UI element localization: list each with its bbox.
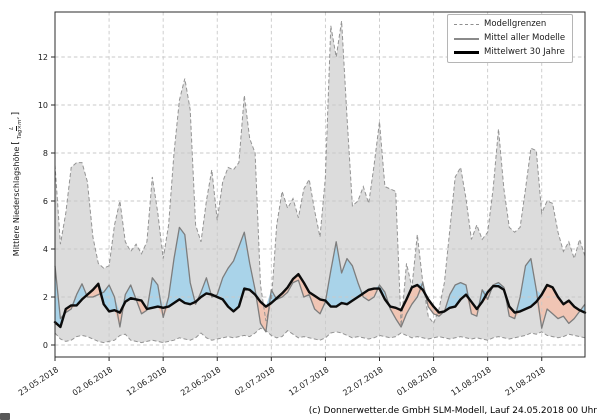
model-upper-bound-line	[54, 20, 586, 326]
legend-box: Modellgrenzen Mittel aller Modelle Mitte…	[447, 14, 574, 63]
legend-label: Modellgrenzen	[484, 19, 547, 30]
x-tick-label: 02.06.2018	[71, 365, 114, 397]
x-tick-label: 21.08.2018	[504, 365, 547, 397]
x-tick-label: 12.07.2018	[287, 365, 330, 397]
x-tick-label: 23.05.2018	[17, 365, 60, 397]
x-tick-label: 22.06.2018	[179, 365, 222, 397]
model-mean-line	[54, 226, 586, 333]
y-axis-unit-numerator: L	[9, 125, 17, 131]
y-tick-label: 4	[43, 245, 48, 254]
y-axis-unit-denominator: Tag×m²	[16, 117, 23, 140]
y-axis-unit-bracket-open: [	[11, 141, 21, 145]
y-tick-label: 6	[43, 197, 48, 206]
gray-line-sample-icon	[454, 37, 479, 40]
climate-mean-line	[53, 273, 587, 329]
x-tick-label: 22.07.2018	[341, 365, 384, 397]
copyright-caption: (c) Donnerwetter.de GmbH SLM-Modell, Lau…	[308, 406, 597, 416]
y-axis-label: Mittlere Niederschlagshöhe [ L Tag×m² ]	[7, 54, 25, 314]
above-normal-fill	[55, 227, 585, 327]
y-axis-unit-bracket-close: ]	[11, 111, 21, 116]
y-tick-label: 0	[43, 341, 48, 350]
black-line-sample-icon	[454, 51, 479, 54]
x-tick-label: 02.07.2018	[233, 365, 276, 397]
legend-item-modellgrenzen: Modellgrenzen	[454, 19, 565, 30]
cutoff-text-artifact	[0, 413, 10, 420]
y-tick-label: 8	[43, 149, 48, 158]
plot-frame	[54, 11, 586, 358]
legend-item-mittel-aller-modelle: Mittel aller Modelle	[454, 33, 565, 44]
y-tick-label: 10	[38, 101, 48, 110]
y-axis-label-text: Mittlere Niederschlagshöhe	[11, 146, 21, 257]
x-tick-label: 12.06.2018	[125, 365, 168, 397]
legend-label: Mittel aller Modelle	[484, 33, 566, 44]
legend-item-mittelwert-30-jahre: Mittelwert 30 Jahre	[454, 47, 565, 58]
model-lower-bound-line	[54, 327, 586, 344]
legend-label: Mittelwert 30 Jahre	[484, 47, 565, 58]
y-axis-unit-fraction: L Tag×m²	[9, 117, 23, 139]
x-tick-label: 11.08.2018	[449, 365, 492, 397]
x-tick-label: 01.08.2018	[395, 365, 438, 397]
y-tick-label: 12	[38, 53, 48, 62]
y-tick-label: 2	[43, 293, 48, 302]
dashed-line-sample-icon	[454, 24, 479, 25]
below-normal-fill	[55, 274, 585, 332]
